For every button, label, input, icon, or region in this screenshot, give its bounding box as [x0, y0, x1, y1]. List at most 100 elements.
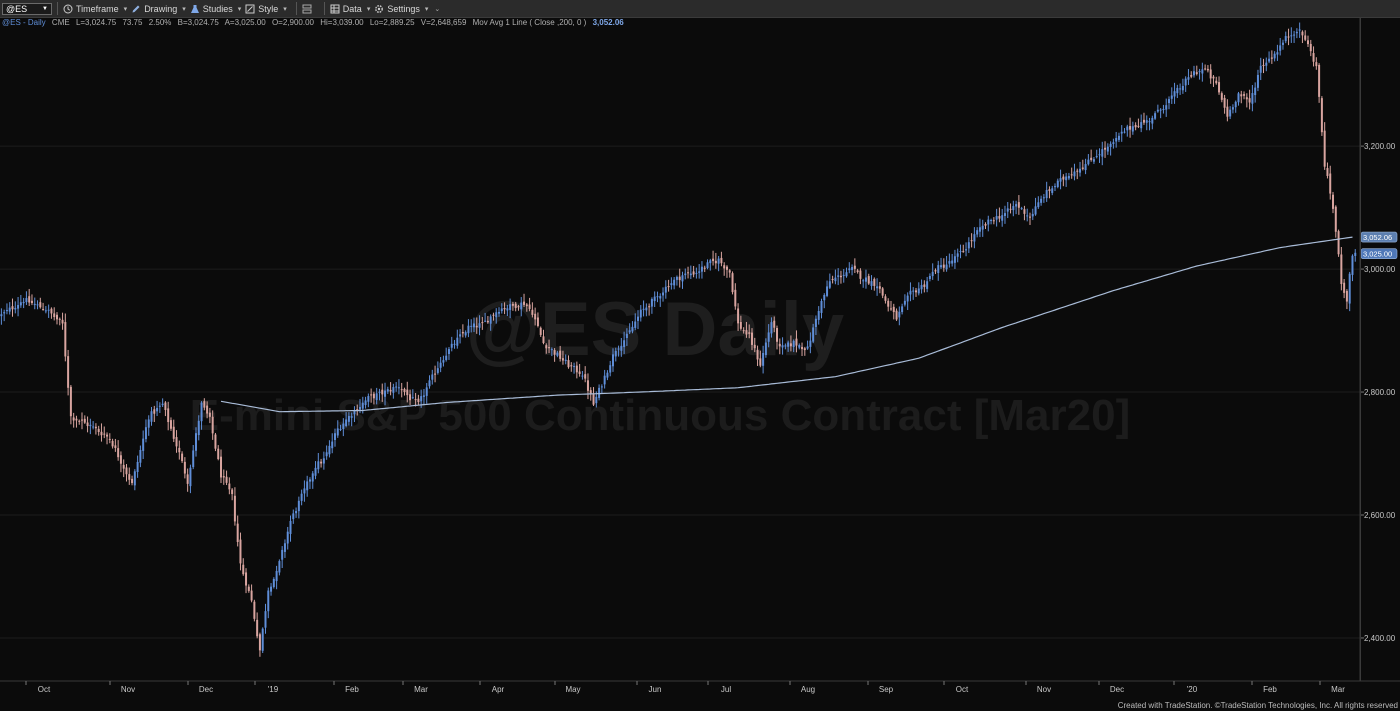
- candle-body: [892, 306, 895, 313]
- candle-body: [1079, 168, 1082, 173]
- candle-body: [403, 388, 406, 393]
- candle-body: [106, 434, 109, 437]
- candle-body: [1054, 186, 1057, 188]
- candle-body: [1312, 53, 1315, 62]
- candle-body: [728, 270, 731, 273]
- candle-body: [1076, 170, 1079, 172]
- candle-body: [1190, 75, 1193, 77]
- toolbar-divider: [323, 2, 325, 15]
- candle-body: [400, 389, 403, 391]
- candle-body: [848, 268, 851, 271]
- drawing-menu[interactable]: Drawing ▾: [131, 4, 186, 14]
- candle-body: [158, 405, 161, 407]
- candle-body: [656, 296, 659, 298]
- info-study-value: 3,052.06: [592, 18, 624, 27]
- style-menu[interactable]: Style ▾: [245, 4, 287, 14]
- candle-body: [1087, 159, 1090, 165]
- candle-body: [1123, 131, 1126, 133]
- candle-body: [806, 346, 809, 349]
- candle-body: [528, 304, 531, 309]
- candle-body: [609, 365, 612, 373]
- candle-body: [1003, 213, 1006, 216]
- moving-average-line[interactable]: [220, 236, 1353, 413]
- candle-body: [1012, 206, 1015, 211]
- candle-body: [990, 219, 993, 221]
- candle-body: [734, 289, 737, 307]
- candle-body: [1284, 36, 1287, 42]
- candle-body: [1170, 95, 1173, 99]
- candle-body: [592, 393, 595, 405]
- candle-body: [150, 411, 153, 422]
- data-menu[interactable]: Data ▾: [330, 4, 370, 14]
- candle-body: [181, 453, 184, 462]
- overflow-icon[interactable]: ⌄: [434, 5, 441, 13]
- candle-body: [178, 447, 181, 453]
- candle-body: [798, 345, 801, 348]
- candle-body: [484, 320, 487, 322]
- studies-menu[interactable]: Studies ▾: [190, 4, 241, 14]
- candle-body: [901, 306, 904, 313]
- candle-body: [225, 476, 228, 483]
- candle-body: [81, 419, 84, 421]
- candle-body: [556, 352, 559, 356]
- candle-body: [450, 343, 453, 348]
- candle-body: [659, 296, 662, 299]
- copyright-footer: Created with TradeStation. ©TradeStation…: [1117, 701, 1398, 710]
- info-low: Lo=2,889.25: [369, 18, 415, 27]
- candle-body: [1137, 125, 1140, 127]
- candle-body: [133, 471, 136, 486]
- time-tick-label: Dec: [1110, 685, 1124, 694]
- candle-body: [700, 266, 703, 272]
- candle-body: [1006, 208, 1009, 212]
- candle-body: [1001, 215, 1004, 221]
- candle-body: [639, 309, 642, 318]
- candle-body: [987, 219, 990, 225]
- info-volume: V=2,648,659: [420, 18, 467, 27]
- candle-body: [564, 359, 567, 362]
- timeframe-menu[interactable]: Timeframe ▾: [63, 4, 127, 14]
- candle-body: [292, 513, 295, 520]
- candle-body: [500, 308, 503, 312]
- candle-body: [617, 348, 620, 350]
- candle-body: [1195, 72, 1198, 74]
- candle-body: [1323, 130, 1326, 167]
- symbol-selector[interactable]: @ES ▼: [2, 2, 52, 15]
- candle-body: [328, 445, 331, 455]
- candle-body: [762, 352, 765, 366]
- candle-body: [342, 423, 345, 430]
- price-tick-label: 3,200.00: [1364, 142, 1396, 151]
- layout-menu[interactable]: [302, 4, 315, 14]
- candle-body: [1056, 180, 1059, 188]
- candle-body: [233, 495, 236, 522]
- candle-body: [1337, 231, 1340, 255]
- time-tick-label: '20: [1187, 685, 1198, 694]
- candle-body: [186, 474, 189, 484]
- candle-body: [603, 375, 606, 385]
- candle-body: [801, 346, 804, 350]
- clock-icon: [63, 4, 73, 13]
- settings-menu[interactable]: Settings ▾: [374, 4, 428, 14]
- candle-body: [1218, 82, 1221, 93]
- candle-body: [959, 251, 962, 253]
- candle-body: [100, 431, 103, 436]
- candle-body: [909, 290, 912, 295]
- candle-body: [42, 309, 45, 311]
- candle-body: [675, 276, 678, 280]
- candle-body: [489, 316, 492, 324]
- candle-body: [1231, 107, 1234, 110]
- candle-body: [1084, 164, 1087, 171]
- candle-body: [653, 296, 656, 302]
- price-axis[interactable]: [1360, 17, 1400, 681]
- candle-body: [422, 395, 425, 397]
- candle-body: [634, 321, 637, 328]
- candle-body: [723, 265, 726, 269]
- candle-body: [220, 456, 223, 478]
- candle-body: [1223, 97, 1226, 108]
- candle-body: [828, 281, 831, 288]
- candle-body: [1201, 69, 1204, 74]
- time-tick-label: Aug: [801, 685, 815, 694]
- candle-body: [920, 285, 923, 290]
- candle-body: [687, 272, 690, 274]
